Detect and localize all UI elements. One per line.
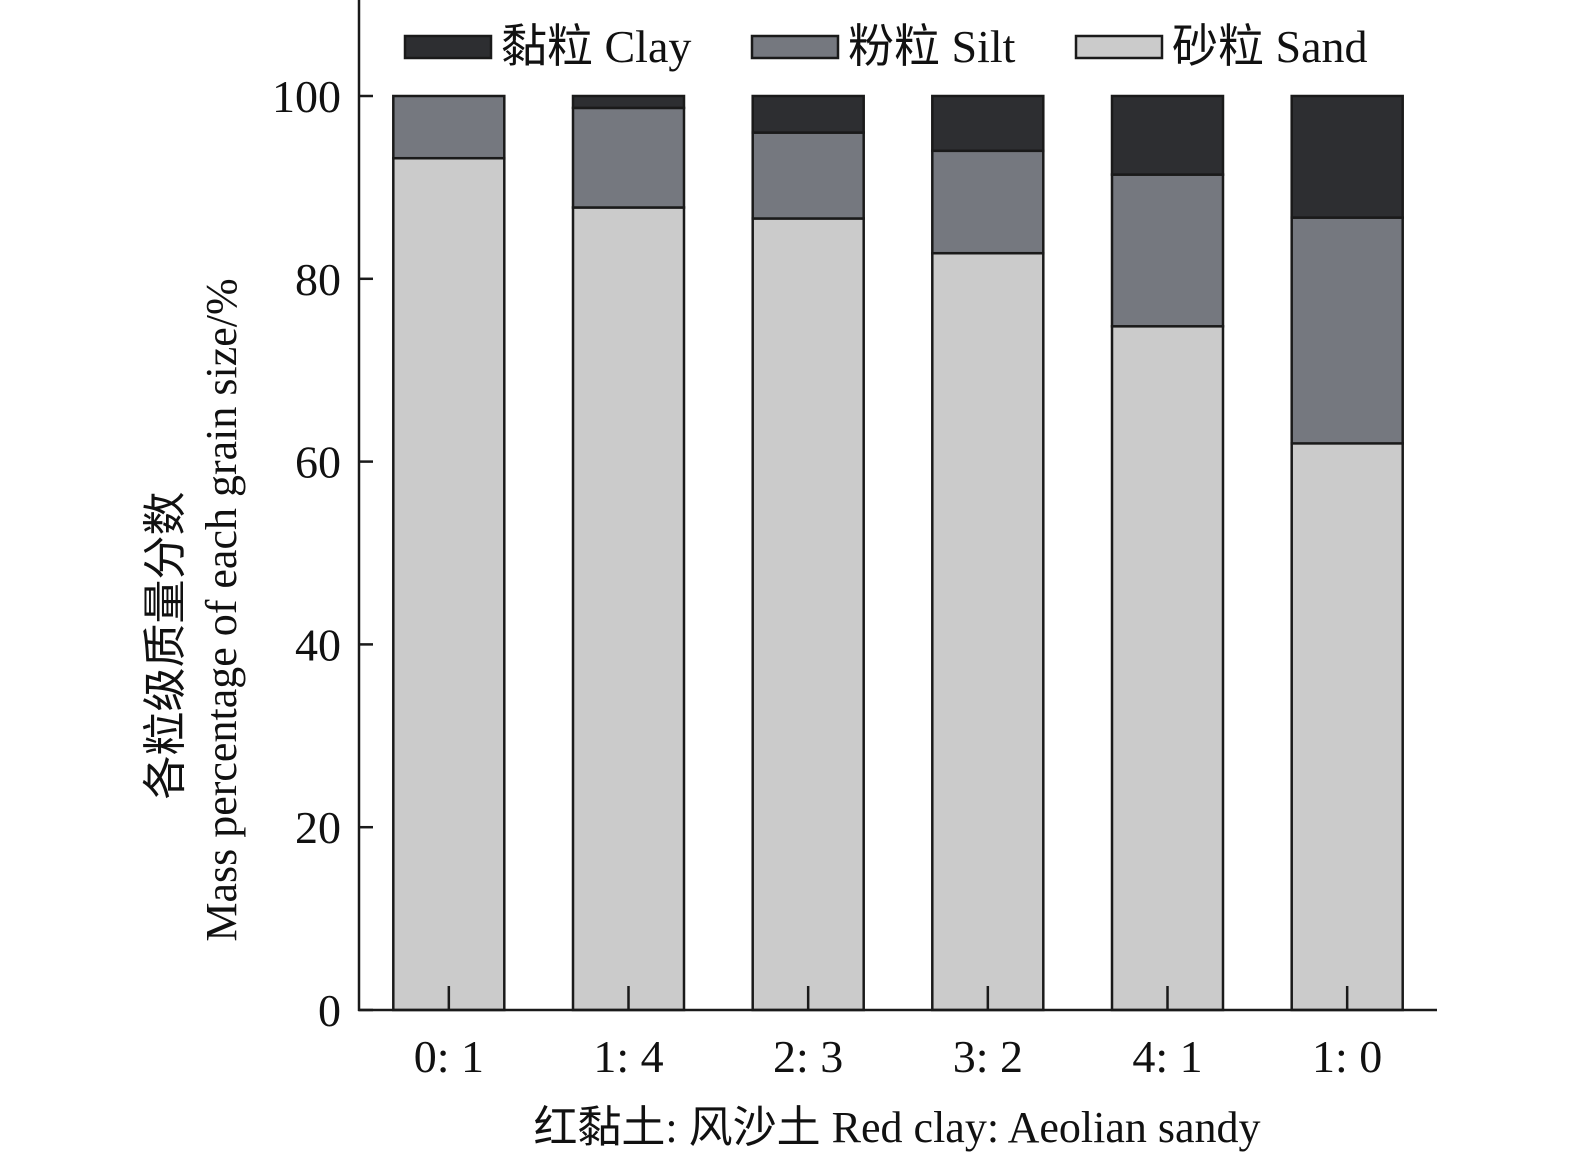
- bar-segment: [931, 149, 1045, 255]
- bar-segment: [1110, 173, 1225, 328]
- y-tick-label: 60: [295, 437, 341, 488]
- legend-swatch: [750, 34, 840, 60]
- bar-segment: [1290, 442, 1404, 1012]
- bars-layer: [392, 94, 1404, 1012]
- x-tick-label: 1: 4: [593, 1031, 663, 1082]
- legend-label: 粉粒 Silt: [848, 21, 1016, 72]
- bar-segment: [751, 94, 865, 134]
- bar-segment: [751, 217, 865, 1012]
- bar-segment: [392, 94, 506, 160]
- y-tick-label: 20: [295, 802, 341, 853]
- y-tick-label: 80: [295, 254, 341, 305]
- bar-segment: [1110, 325, 1225, 1012]
- x-tick-label: 3: 2: [953, 1031, 1023, 1082]
- bar-segment: [1110, 94, 1225, 176]
- bar-segment: [571, 206, 686, 1012]
- y-tick-label: 0: [318, 985, 341, 1036]
- legend-label: 砂粒 Sand: [1172, 21, 1368, 72]
- legend-swatch: [403, 34, 493, 60]
- x-tick-label: 2: 3: [773, 1031, 843, 1082]
- y-tick-label: 40: [295, 619, 341, 670]
- axes-layer: 0: 1 1: 4 2: 3 3: 2 4: 1 1: 0 0 20 40 60 80 100: [272, 0, 1437, 1082]
- y-axis-title-cn: 各粒级质量分数: [141, 492, 190, 800]
- x-axis-title: 红黏土: 风沙土 Red clay: Aeolian sandy: [533, 1103, 1260, 1152]
- y-tick-label: 100: [272, 71, 341, 122]
- y-axis-title-en: Mass percentage of each grain size/%: [197, 278, 246, 941]
- legend: 黏粒 Clay 粉粒 Silt 砂粒 Sand: [403, 21, 1368, 72]
- legend-swatch: [1074, 34, 1164, 60]
- legend-label: 黏粒 Clay: [501, 21, 691, 72]
- y-axis-title: 各粒级质量分数 Mass percentage of each grain si…: [141, 278, 246, 941]
- bar-segment: [571, 106, 686, 209]
- bar-segment: [571, 94, 686, 110]
- bar-segment: [1290, 216, 1404, 445]
- bar-segment: [751, 131, 865, 220]
- x-tick-label: 4: 1: [1132, 1031, 1202, 1082]
- bar-segment: [931, 94, 1045, 153]
- x-tick-label: 0: 1: [414, 1031, 484, 1082]
- bar-segment: [392, 156, 506, 1012]
- x-tick-label: 1: 0: [1312, 1031, 1382, 1082]
- bar-segment: [1290, 94, 1404, 219]
- bar-segment: [931, 251, 1045, 1012]
